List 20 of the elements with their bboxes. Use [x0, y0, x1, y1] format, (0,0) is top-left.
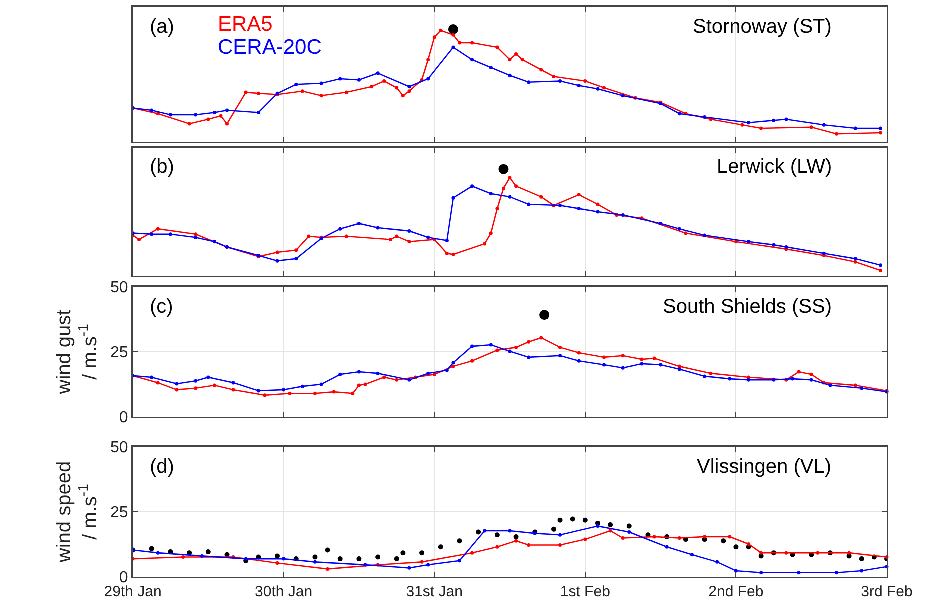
annotation: Lerwick (LW) — [717, 156, 832, 178]
annotation: South Shields (SS) — [663, 296, 832, 318]
x-tick-label: 30th Jan — [255, 584, 313, 600]
y-tick-label: 0 — [119, 410, 128, 427]
x-tick-label: 2nd Feb — [708, 584, 764, 600]
x-tick-label: 31st Jan — [406, 584, 463, 600]
series-label: CERA-20C — [218, 36, 322, 59]
text: ERA5 — [218, 13, 273, 36]
annotation: Vlissingen (VL) — [697, 456, 832, 478]
y-tick-label: 25 — [110, 504, 128, 522]
annotation: (a) — [150, 16, 174, 38]
annotation: (b) — [150, 156, 174, 178]
annotation: (d) — [150, 456, 174, 478]
annotation: Stornoway (ST) — [693, 16, 832, 38]
y-tick-label: 25 — [110, 344, 128, 362]
annotation: (c) — [150, 296, 174, 318]
x-tick-label: 1st Feb — [560, 584, 610, 600]
y-tick-label: 50 — [110, 440, 128, 457]
y-tick-label: 50 — [110, 280, 128, 297]
x-tick-label: 3rd Feb — [861, 584, 913, 600]
